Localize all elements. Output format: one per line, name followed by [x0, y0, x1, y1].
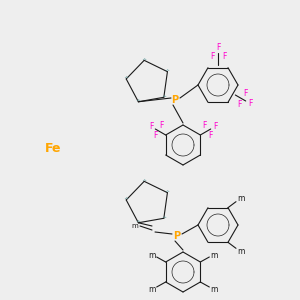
- Text: F: F: [216, 44, 220, 52]
- Text: ^: ^: [165, 69, 170, 74]
- Text: F: F: [238, 100, 242, 109]
- Text: ^: ^: [161, 95, 167, 100]
- Text: ^: ^: [161, 216, 167, 221]
- Text: ^: ^: [136, 99, 141, 104]
- Text: ^: ^: [124, 197, 129, 202]
- Text: F: F: [153, 131, 158, 140]
- Text: F: F: [222, 52, 226, 61]
- Text: F: F: [248, 99, 252, 108]
- Text: Fe: Fe: [45, 142, 61, 154]
- Text: m: m: [148, 250, 155, 260]
- Text: ^: ^: [124, 76, 129, 81]
- Text: P: P: [171, 95, 178, 105]
- Text: m: m: [237, 247, 245, 256]
- Text: F: F: [210, 52, 214, 61]
- Text: ^: ^: [165, 190, 170, 195]
- Text: m: m: [132, 223, 138, 229]
- Text: m: m: [211, 250, 218, 260]
- Text: ^: ^: [142, 179, 147, 184]
- Text: P: P: [173, 231, 181, 241]
- Text: F: F: [208, 131, 213, 140]
- Text: m: m: [148, 284, 155, 293]
- Text: F: F: [244, 89, 248, 98]
- Text: m: m: [211, 284, 218, 293]
- Text: F: F: [213, 122, 217, 131]
- Text: F: F: [202, 121, 207, 130]
- Text: m: m: [237, 194, 245, 203]
- Text: ^: ^: [142, 58, 147, 63]
- Text: F: F: [159, 121, 164, 130]
- Text: ^: ^: [136, 220, 141, 225]
- Text: F: F: [149, 122, 153, 131]
